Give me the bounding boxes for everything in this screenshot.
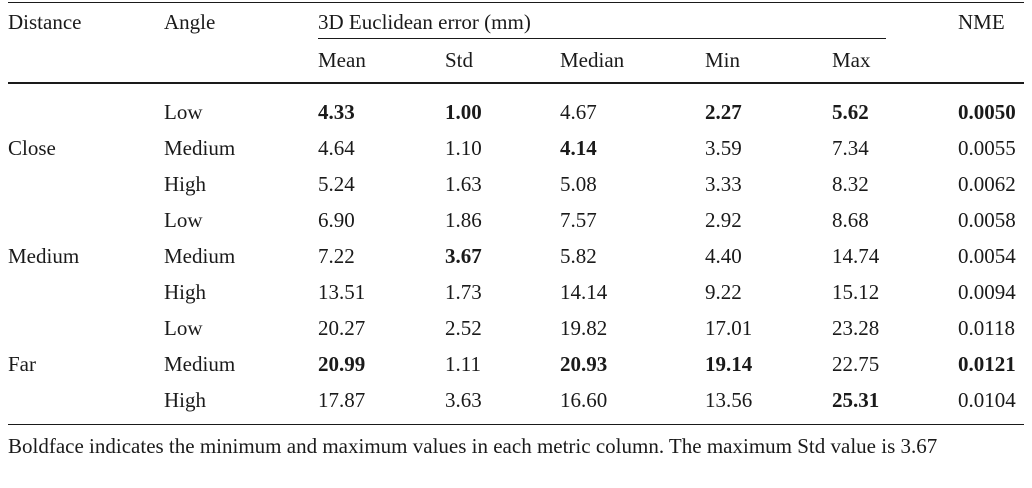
cell-angle: Low xyxy=(164,316,203,340)
cell-nme: 0.0062 xyxy=(958,172,1016,196)
cell-max: 25.31 xyxy=(832,388,880,412)
header-max: Max xyxy=(832,48,871,72)
cell-max: 23.28 xyxy=(832,316,880,340)
cell-max: 8.68 xyxy=(832,208,869,232)
cell-max: 22.75 xyxy=(832,352,880,376)
table-caption: Boldface indicates the minimum and maxim… xyxy=(8,434,938,458)
cell-std: 2.52 xyxy=(445,316,482,340)
cell-angle: Low xyxy=(164,100,203,124)
cell-nme: 0.0050 xyxy=(958,100,1016,124)
cell-std: 1.10 xyxy=(445,136,482,160)
group-label-far: Far xyxy=(8,352,36,376)
cell-std: 1.86 xyxy=(445,208,482,232)
cell-nme: 0.0094 xyxy=(958,280,1016,304)
header-mean: Mean xyxy=(318,48,366,72)
header-bottom-rule xyxy=(8,82,1024,84)
cell-nme: 0.0118 xyxy=(958,316,1015,340)
cell-min: 3.33 xyxy=(705,172,742,196)
cell-nme: 0.0055 xyxy=(958,136,1016,160)
cell-nme: 0.0104 xyxy=(958,388,1016,412)
cell-angle: High xyxy=(164,280,206,304)
cell-min: 2.27 xyxy=(705,100,742,124)
cell-mean: 4.64 xyxy=(318,136,355,160)
cell-std: 1.63 xyxy=(445,172,482,196)
cell-max: 14.74 xyxy=(832,244,880,268)
cell-median: 16.60 xyxy=(560,388,608,412)
cell-angle: Medium xyxy=(164,136,236,160)
cell-median: 14.14 xyxy=(560,280,608,304)
table-bottom-rule xyxy=(8,424,1024,425)
cell-std: 3.63 xyxy=(445,388,482,412)
header-distance: Distance xyxy=(8,10,82,34)
group-header-rule xyxy=(318,38,886,39)
header-angle: Angle xyxy=(164,10,216,34)
cell-std: 1.73 xyxy=(445,280,482,304)
cell-angle: High xyxy=(164,388,206,412)
group-label-medium: Medium xyxy=(8,244,80,268)
cell-median: 20.93 xyxy=(560,352,608,376)
cell-mean: 13.51 xyxy=(318,280,366,304)
cell-min: 2.92 xyxy=(705,208,742,232)
cell-median: 4.14 xyxy=(560,136,597,160)
cell-min: 3.59 xyxy=(705,136,742,160)
cell-std: 3.67 xyxy=(445,244,482,268)
cell-mean: 20.99 xyxy=(318,352,366,376)
cell-max: 15.12 xyxy=(832,280,880,304)
cell-angle: Medium xyxy=(164,352,236,376)
cell-max: 7.34 xyxy=(832,136,869,160)
header-nme: NME xyxy=(958,10,1005,34)
header-std: Std xyxy=(445,48,474,72)
cell-min: 9.22 xyxy=(705,280,742,304)
cell-nme: 0.0121 xyxy=(958,352,1016,376)
cell-max: 8.32 xyxy=(832,172,869,196)
cell-median: 19.82 xyxy=(560,316,608,340)
cell-median: 4.67 xyxy=(560,100,597,124)
table-top-rule xyxy=(8,2,1024,3)
cell-angle: High xyxy=(164,172,206,196)
cell-median: 7.57 xyxy=(560,208,597,232)
header-median: Median xyxy=(560,48,625,72)
cell-mean: 17.87 xyxy=(318,388,366,412)
cell-min: 4.40 xyxy=(705,244,742,268)
cell-min: 19.14 xyxy=(705,352,753,376)
header-error-group: 3D Euclidean error (mm) xyxy=(318,10,531,34)
cell-mean: 5.24 xyxy=(318,172,355,196)
cell-median: 5.08 xyxy=(560,172,597,196)
cell-mean: 6.90 xyxy=(318,208,355,232)
cell-median: 5.82 xyxy=(560,244,597,268)
cell-mean: 4.33 xyxy=(318,100,355,124)
cell-mean: 20.27 xyxy=(318,316,366,340)
cell-nme: 0.0054 xyxy=(958,244,1016,268)
header-min: Min xyxy=(705,48,741,72)
cell-min: 17.01 xyxy=(705,316,753,340)
cell-angle: Medium xyxy=(164,244,236,268)
cell-std: 1.11 xyxy=(445,352,481,376)
cell-mean: 7.22 xyxy=(318,244,355,268)
group-label-close: Close xyxy=(8,136,56,160)
cell-max: 5.62 xyxy=(832,100,869,124)
cell-nme: 0.0058 xyxy=(958,208,1016,232)
cell-std: 1.00 xyxy=(445,100,482,124)
cell-min: 13.56 xyxy=(705,388,753,412)
cell-angle: Low xyxy=(164,208,203,232)
